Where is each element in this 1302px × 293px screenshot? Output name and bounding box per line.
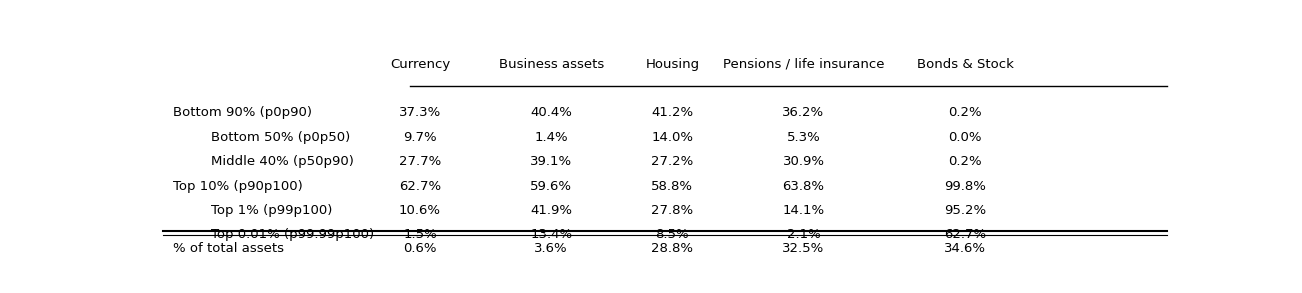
Text: 27.7%: 27.7% (398, 155, 441, 168)
Text: 14.1%: 14.1% (783, 204, 824, 217)
Text: 14.0%: 14.0% (651, 131, 694, 144)
Text: 62.7%: 62.7% (398, 180, 441, 193)
Text: 1.4%: 1.4% (534, 131, 568, 144)
Text: Middle 40% (p50p90): Middle 40% (p50p90) (211, 155, 354, 168)
Text: Bonds & Stock: Bonds & Stock (917, 58, 1013, 71)
Text: 27.8%: 27.8% (651, 204, 694, 217)
Text: Housing: Housing (646, 58, 699, 71)
Text: 8.5%: 8.5% (655, 228, 689, 241)
Text: 62.7%: 62.7% (944, 228, 986, 241)
Text: 39.1%: 39.1% (530, 155, 573, 168)
Text: 0.6%: 0.6% (404, 242, 436, 255)
Text: 30.9%: 30.9% (783, 155, 824, 168)
Text: 13.4%: 13.4% (530, 228, 573, 241)
Text: 27.2%: 27.2% (651, 155, 694, 168)
Text: 1.5%: 1.5% (404, 228, 437, 241)
Text: 37.3%: 37.3% (398, 106, 441, 120)
Text: Top 1% (p99p100): Top 1% (p99p100) (211, 204, 332, 217)
Text: 9.7%: 9.7% (404, 131, 437, 144)
Text: 41.9%: 41.9% (530, 204, 573, 217)
Text: 32.5%: 32.5% (783, 242, 824, 255)
Text: Currency: Currency (389, 58, 450, 71)
Text: Pensions / life insurance: Pensions / life insurance (723, 58, 884, 71)
Text: 59.6%: 59.6% (530, 180, 573, 193)
Text: 95.2%: 95.2% (944, 204, 986, 217)
Text: Bottom 50% (p0p50): Bottom 50% (p0p50) (211, 131, 350, 144)
Text: 2.1%: 2.1% (786, 228, 820, 241)
Text: 3.6%: 3.6% (534, 242, 568, 255)
Text: 28.8%: 28.8% (651, 242, 694, 255)
Text: 5.3%: 5.3% (786, 131, 820, 144)
Text: 40.4%: 40.4% (530, 106, 572, 120)
Text: 34.6%: 34.6% (944, 242, 986, 255)
Text: Top 0.01% (p99.99p100): Top 0.01% (p99.99p100) (211, 228, 374, 241)
Text: 63.8%: 63.8% (783, 180, 824, 193)
Text: 0.2%: 0.2% (948, 155, 982, 168)
Text: 58.8%: 58.8% (651, 180, 694, 193)
Text: 0.2%: 0.2% (948, 106, 982, 120)
Text: Bottom 90% (p0p90): Bottom 90% (p0p90) (173, 106, 312, 120)
Text: 0.0%: 0.0% (948, 131, 982, 144)
Text: Top 10% (p90p100): Top 10% (p90p100) (173, 180, 302, 193)
Text: % of total assets: % of total assets (173, 242, 284, 255)
Text: 99.8%: 99.8% (944, 180, 986, 193)
Text: 41.2%: 41.2% (651, 106, 694, 120)
Text: 36.2%: 36.2% (783, 106, 824, 120)
Text: Business assets: Business assets (499, 58, 604, 71)
Text: 10.6%: 10.6% (398, 204, 441, 217)
